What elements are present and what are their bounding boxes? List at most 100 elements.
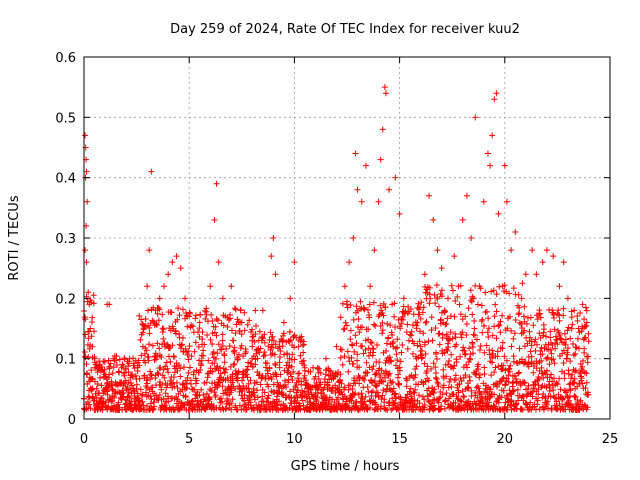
data-point xyxy=(294,394,301,401)
data-point xyxy=(404,321,411,328)
data-point xyxy=(97,374,104,381)
data-point xyxy=(296,370,303,377)
data-point xyxy=(499,339,506,346)
data-point xyxy=(490,287,497,294)
data-point xyxy=(564,345,571,352)
data-point xyxy=(548,371,555,378)
data-point xyxy=(90,300,97,307)
data-point xyxy=(231,305,238,312)
chart-title: Day 259 of 2024, Rate Of TEC Index for r… xyxy=(170,22,520,37)
data-point xyxy=(161,374,168,381)
data-point xyxy=(521,379,528,386)
data-point xyxy=(280,319,287,326)
data-point xyxy=(344,348,351,355)
data-point xyxy=(542,341,549,348)
data-point xyxy=(413,355,420,362)
data-point xyxy=(417,315,424,322)
data-point xyxy=(379,327,386,334)
data-point xyxy=(476,389,483,396)
data-point xyxy=(286,329,293,336)
data-point xyxy=(486,386,493,393)
data-point xyxy=(207,365,214,372)
data-point xyxy=(301,362,308,369)
data-point xyxy=(272,362,279,369)
data-point xyxy=(470,295,477,302)
data-point xyxy=(418,347,425,354)
data-point xyxy=(187,377,194,384)
data-point xyxy=(491,313,498,320)
data-point xyxy=(469,311,476,318)
data-point xyxy=(536,406,543,413)
data-point xyxy=(283,384,290,391)
data-point xyxy=(565,367,572,374)
data-point xyxy=(444,315,451,322)
data-point xyxy=(435,303,442,310)
data-point xyxy=(337,371,344,378)
data-point xyxy=(569,371,576,378)
data-point xyxy=(566,381,573,388)
data-point xyxy=(428,366,435,373)
data-point xyxy=(452,297,459,304)
data-point xyxy=(476,371,483,378)
data-point xyxy=(155,304,162,311)
data-point xyxy=(371,321,378,328)
data-point xyxy=(154,352,161,359)
data-point xyxy=(329,385,336,392)
data-point xyxy=(366,301,373,308)
data-point xyxy=(186,343,193,350)
data-point xyxy=(420,304,427,311)
data-point xyxy=(122,381,129,388)
data-point xyxy=(214,350,221,357)
data-point xyxy=(298,378,305,385)
data-point xyxy=(192,315,199,322)
data-point xyxy=(156,391,163,398)
x-tick-label: 25 xyxy=(602,432,619,447)
data-point xyxy=(156,345,163,352)
data-point xyxy=(234,374,241,381)
data-point xyxy=(100,358,107,365)
data-point xyxy=(395,371,402,378)
data-point xyxy=(392,174,399,181)
data-point xyxy=(208,387,215,394)
data-point xyxy=(463,332,470,339)
data-point xyxy=(338,380,345,387)
data-point xyxy=(495,210,502,217)
data-point xyxy=(251,392,258,399)
data-point xyxy=(389,340,396,347)
y-axis-label: ROTI / TECUs xyxy=(7,195,22,280)
data-point xyxy=(355,406,362,413)
data-point xyxy=(553,379,560,386)
data-point xyxy=(556,375,563,382)
data-point xyxy=(271,351,278,358)
data-point xyxy=(503,378,510,385)
data-point xyxy=(203,379,210,386)
data-point xyxy=(454,384,461,391)
data-point xyxy=(152,356,159,363)
x-tick-label: 10 xyxy=(286,432,303,447)
data-point xyxy=(540,375,547,382)
data-point xyxy=(532,336,539,343)
data-point xyxy=(433,282,440,289)
data-point xyxy=(261,331,268,338)
data-point xyxy=(499,283,506,290)
data-point xyxy=(158,353,165,360)
data-point xyxy=(360,350,367,357)
data-point xyxy=(307,368,314,375)
data-point xyxy=(382,406,389,413)
data-point xyxy=(550,253,557,260)
data-point xyxy=(426,300,433,307)
data-point xyxy=(407,331,414,338)
data-point xyxy=(139,343,146,350)
data-point xyxy=(221,352,228,359)
data-point xyxy=(125,369,132,376)
data-point xyxy=(518,295,525,302)
data-point xyxy=(454,293,461,300)
data-point xyxy=(84,398,91,405)
data-point xyxy=(556,400,563,407)
data-point xyxy=(82,331,89,338)
data-point xyxy=(366,314,373,321)
data-point xyxy=(446,336,453,343)
data-point xyxy=(146,324,153,331)
data-point xyxy=(460,394,467,401)
data-point xyxy=(280,330,287,337)
